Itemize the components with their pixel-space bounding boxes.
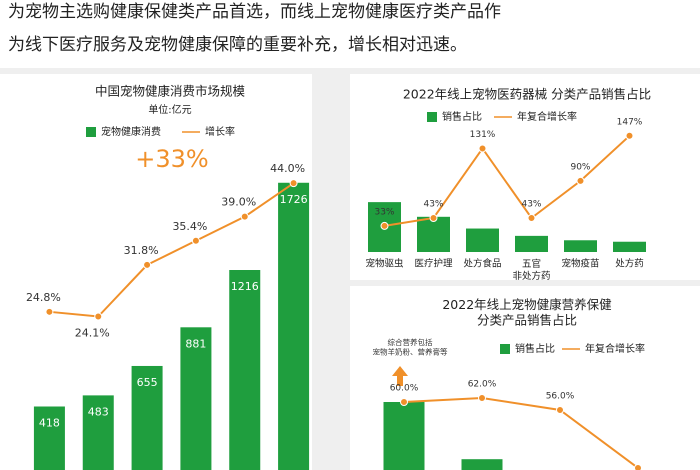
line-point (289, 179, 298, 188)
line-point (576, 176, 585, 185)
line-point (191, 236, 200, 245)
bar (417, 216, 450, 252)
line-value-label: 43% (521, 200, 541, 210)
line-value-label: 90% (570, 162, 590, 172)
line-value-label: 31.8% (124, 244, 159, 257)
line-value-label: 24.1% (75, 327, 110, 340)
bar (515, 235, 548, 252)
line-value-label: 60.0% (390, 384, 419, 394)
legend-label: 销售占比 (442, 110, 482, 123)
header-line: 为宠物主选购健康保健类产品首选，而线上宠物健康医疗类产品作 (8, 2, 501, 22)
line-value-label: 24.8% (26, 291, 61, 304)
bar (33, 406, 65, 470)
line-value-label: 39.0% (221, 196, 256, 209)
bar (564, 240, 597, 252)
legend-swatch (427, 112, 437, 122)
line-point (94, 312, 103, 321)
line-point (478, 144, 487, 153)
bar-value-label: 1216 (231, 280, 259, 293)
line-value-label: 56.0% (546, 392, 575, 402)
up-arrow-icon (392, 366, 408, 386)
line-point (143, 260, 152, 269)
line-point (634, 464, 642, 470)
bar (461, 459, 503, 470)
x-tick-label: 处方药 (615, 258, 644, 270)
line-series (403, 396, 639, 469)
line-point (527, 214, 536, 223)
x-tick-label: 医疗护理 (414, 258, 453, 270)
bar (613, 241, 646, 252)
legend-label: 增长率 (205, 125, 235, 138)
line-value-label: 131% (470, 130, 496, 140)
line-series (384, 135, 631, 227)
legend-swatch (86, 127, 96, 137)
bar-value-label: 881 (185, 337, 206, 350)
legend-label: 年复合增长率 (517, 110, 577, 123)
annotation: +33% (135, 145, 208, 173)
bar (180, 327, 212, 470)
line-point (625, 131, 634, 140)
x-tick-label: 五官非处方药 (512, 258, 550, 282)
line-series (49, 182, 295, 318)
bar (466, 228, 499, 252)
line-point (45, 307, 54, 316)
line-point (240, 212, 249, 221)
line-value-label: 35.4% (172, 220, 207, 233)
bar-value-label: 1726 (280, 193, 308, 206)
legend-label: 宠物健康消费 (101, 125, 161, 138)
chart-title: 2022年线上宠物医药器械 分类产品销售占比 (403, 87, 651, 102)
bar (131, 365, 163, 470)
bar-value-label: 418 (39, 417, 60, 430)
bar (383, 402, 425, 470)
bar (82, 395, 114, 470)
chart-title: 中国宠物健康消费市场规模 (95, 84, 246, 99)
legend-label: 年复合增长率 (585, 342, 645, 355)
legend-label: 销售占比 (515, 342, 555, 355)
line-value-label: 43% (423, 200, 443, 210)
x-tick-label: 宠物驱虫 (365, 258, 404, 270)
line-value-label: 33% (374, 207, 394, 217)
line-value-label: 147% (617, 117, 643, 127)
line-point (556, 406, 564, 414)
line-point (478, 394, 486, 402)
annotation: 综合营养包括宠物羊奶粉、营养膏等 (373, 337, 448, 356)
line-point (380, 221, 389, 230)
header-line: 为线下医疗服务及宠物健康保障的重要补充，增长相对迅速。 (8, 35, 467, 55)
chart-title: 2022年线上宠物健康营养保健分类产品销售占比 (442, 297, 612, 328)
x-tick-label: 宠物疫苗 (561, 258, 599, 270)
legend-swatch (500, 344, 510, 354)
bar-value-label: 483 (88, 405, 109, 418)
header-band (0, 0, 700, 68)
bar (278, 182, 310, 470)
chart-subtitle: 单位:亿元 (148, 103, 191, 116)
line-value-label: 62.0% (468, 380, 497, 390)
bar (229, 270, 261, 470)
line-value-label: 44.0% (270, 162, 305, 175)
line-point (429, 214, 438, 223)
bar-value-label: 655 (137, 376, 158, 389)
x-tick-label: 处方食品 (463, 258, 501, 270)
line-point (400, 398, 408, 406)
